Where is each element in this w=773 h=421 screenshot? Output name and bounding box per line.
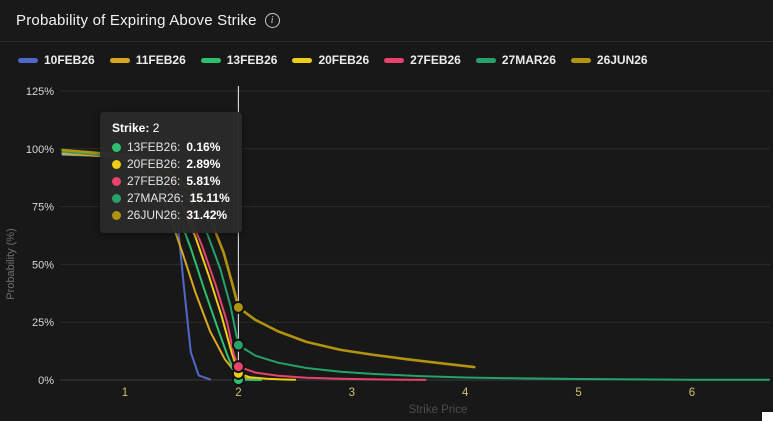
x-tick-label: 1 [122, 387, 128, 399]
x-tick-label: 2 [235, 387, 241, 399]
legend-item-11feb26[interactable]: 11FEB26 [109, 53, 186, 67]
legend-label: 13FEB26 [226, 53, 278, 67]
legend-label: 26JUN26 [596, 53, 648, 67]
y-tick-label: 50% [32, 259, 54, 271]
hover-marker-27feb26 [231, 360, 245, 374]
y-tick-label: 0% [38, 375, 54, 387]
y-tick-label: 75% [32, 202, 54, 214]
y-tick-label: 25% [32, 317, 54, 329]
legend-marker-icon [384, 57, 405, 63]
legend-item-13feb26[interactable]: 13FEB26 [200, 53, 278, 67]
legend-label: 27MAR26 [501, 53, 556, 67]
legend-label: 11FEB26 [135, 53, 186, 67]
header: Probability of Expiring Above Strike i [0, 0, 773, 42]
series-lines [61, 148, 771, 381]
x-tick-label: 5 [575, 387, 581, 399]
y-axis-title: Probability (%) [5, 228, 17, 300]
y-tick-label: 100% [26, 144, 54, 156]
y-tick-label: 125% [26, 86, 54, 98]
legend-marker-icon [109, 57, 130, 63]
legend-item-27mar26[interactable]: 27MAR26 [475, 53, 556, 67]
legend-item-10feb26[interactable]: 10FEB26 [18, 53, 95, 67]
legend-label: 10FEB26 [44, 53, 95, 67]
legend-label: 20FEB26 [318, 53, 370, 67]
page-title: Probability of Expiring Above Strike [16, 12, 257, 29]
legend-marker-icon [570, 57, 591, 63]
series-line-26jun26 [61, 148, 476, 369]
legend-item-26jun26[interactable]: 26JUN26 [570, 53, 648, 67]
legend-label: 27FEB26 [410, 53, 461, 67]
legend-marker-icon [475, 57, 496, 63]
hover-markers [231, 300, 245, 387]
legend-marker-icon [292, 57, 313, 63]
series-line-20feb26 [61, 152, 297, 381]
hover-marker-27mar26 [231, 338, 245, 352]
legend-item-27feb26[interactable]: 27FEB26 [384, 53, 461, 67]
chart-area[interactable]: 0% 25% 50% 75% 100% 125% 1 2 3 4 5 6 Strike Price Pro… [0, 74, 773, 421]
info-icon[interactable]: i [264, 13, 280, 28]
legend-item-20feb26[interactable]: 20FEB26 [292, 53, 369, 67]
gridlines [60, 90, 770, 381]
x-tick-label: 3 [349, 387, 355, 399]
x-tick-label: 4 [462, 387, 469, 399]
legend-marker-icon [200, 57, 221, 63]
legend: 10FEB26 11FEB26 13FEB26 20FEB26 27FEB26 27MAR… [18, 53, 769, 67]
x-tick-label: 6 [689, 387, 695, 399]
legend-marker-icon [18, 57, 38, 63]
scroll-corner-artifact [762, 412, 773, 421]
probability-line-chart[interactable]: 0% 25% 50% 75% 100% 125% 1 2 3 4 5 6 Strike Price Pro… [0, 74, 773, 421]
hover-marker-26jun26 [231, 300, 245, 314]
x-axis-title: Strike Price [409, 404, 468, 416]
